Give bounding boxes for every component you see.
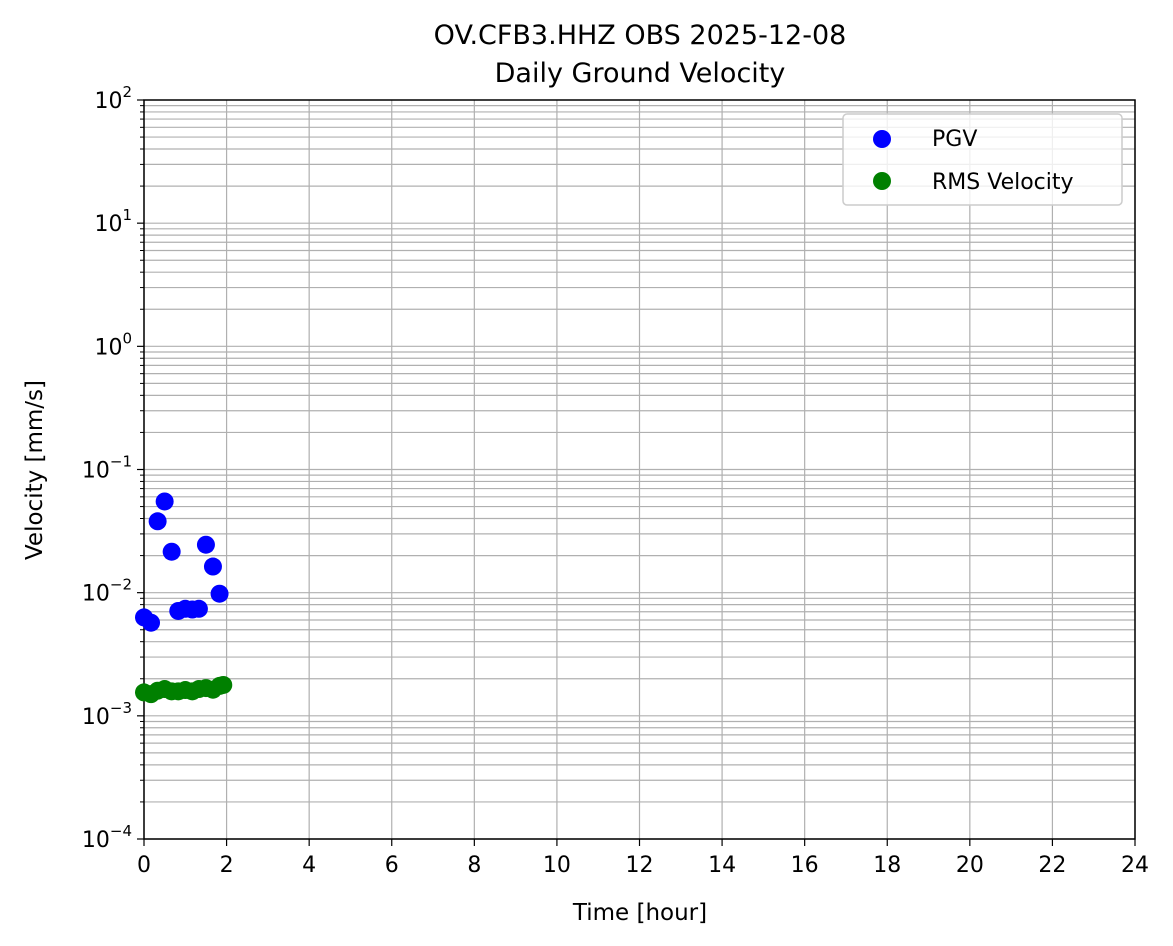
rms-point (214, 675, 233, 694)
legend-marker-rms (873, 172, 891, 190)
legend-marker-pgv (873, 130, 891, 148)
x-tick-label: 8 (467, 853, 481, 878)
pgv-point (189, 599, 208, 618)
x-tick-label: 2 (220, 853, 234, 878)
pgv-point (203, 557, 222, 576)
legend-box (842, 113, 1123, 206)
x-tick-label: 4 (302, 853, 316, 878)
pgv-point (210, 584, 229, 603)
y-tick-label: 100 (94, 329, 132, 360)
x-tick-label: 22 (1038, 853, 1066, 878)
x-axis-label: Time [hour] (572, 900, 707, 926)
legend-label-rms: RMS Velocity (932, 170, 1074, 195)
series-rms-velocity (135, 675, 233, 704)
pgv-point (162, 542, 181, 561)
x-tick-label: 12 (626, 853, 654, 878)
x-tick-label: 14 (708, 853, 736, 878)
x-tick-label: 18 (873, 853, 901, 878)
x-axis-ticks: 0 2 4 6 8 10 12 14 16 18 20 22 24 (137, 839, 1149, 878)
y-tick-label: 102 (94, 83, 132, 114)
y-tick-label: 101 (94, 206, 132, 237)
y-tick-label: 10−1 (82, 453, 132, 484)
x-tick-label: 6 (385, 853, 399, 878)
pgv-point (142, 613, 161, 632)
y-axis-ticks: 10−4 10−3 10−2 10−1 100 101 102 (82, 83, 144, 853)
x-tick-label: 16 (791, 853, 819, 878)
chart-subtitle: Daily Ground Velocity (495, 58, 786, 89)
pgv-point (155, 492, 174, 511)
grid (143, 100, 1136, 840)
legend-label-pgv: PGV (932, 127, 977, 152)
pgv-point (196, 535, 215, 554)
x-tick-label: 20 (956, 853, 984, 878)
series-pgv (135, 492, 229, 632)
x-tick-label: 10 (543, 853, 571, 878)
y-tick-label: 10−4 (82, 822, 132, 853)
y-axis-label: Velocity [mm/s] (22, 380, 48, 560)
legend: PGV RMS Velocity (842, 113, 1123, 206)
x-tick-label: 24 (1121, 853, 1149, 878)
data-points (135, 492, 233, 704)
y-tick-label: 10−3 (82, 699, 132, 730)
x-tick-label: 0 (137, 853, 151, 878)
pgv-point (148, 512, 167, 531)
chart-title: OV.CFB3.HHZ OBS 2025-12-08 (434, 20, 847, 51)
y-tick-label: 10−2 (82, 576, 132, 607)
